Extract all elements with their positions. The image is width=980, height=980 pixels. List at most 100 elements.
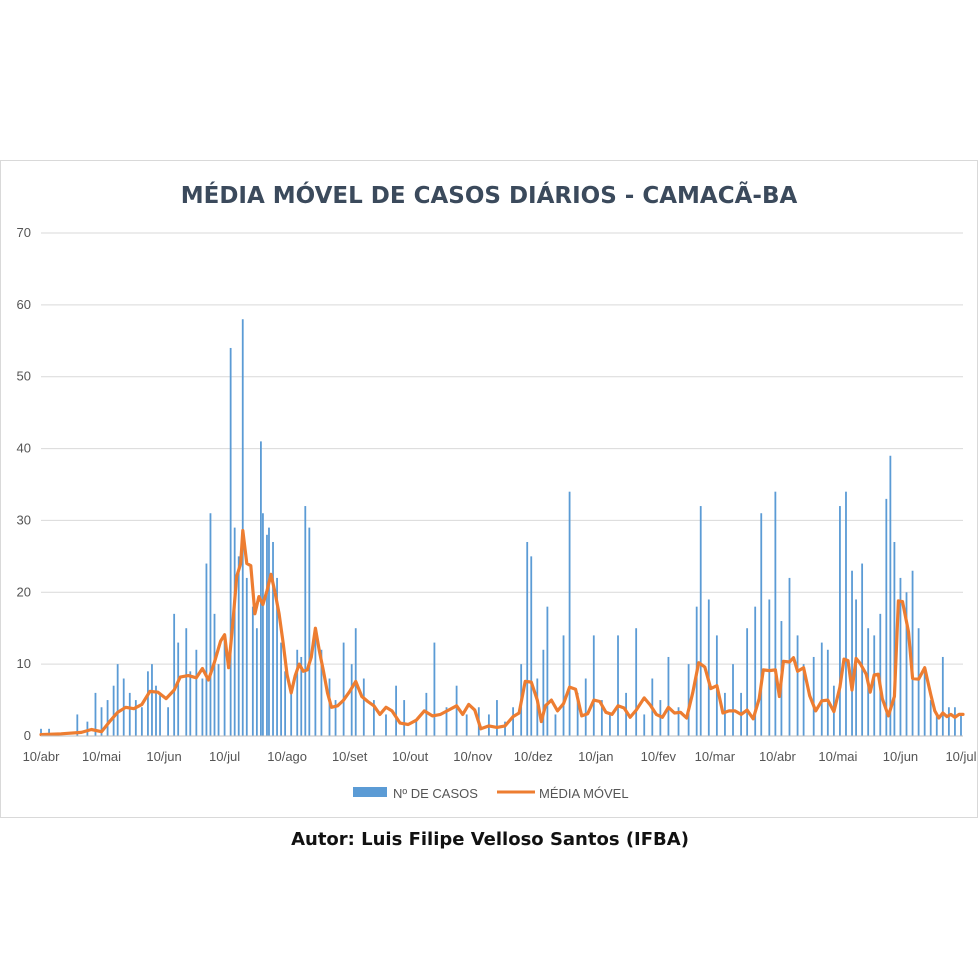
bar	[223, 635, 226, 736]
bar	[960, 714, 962, 736]
legend-label-line: MÉDIA MÓVEL	[539, 786, 629, 801]
y-axis-ticks: 0 10 20 30 40 50 60 70	[17, 225, 31, 743]
bar	[304, 506, 307, 736]
bar	[576, 692, 579, 736]
bar	[568, 491, 571, 736]
bar	[947, 707, 950, 736]
legend-bar-swatch	[353, 787, 387, 797]
y-tick-label: 40	[17, 441, 31, 456]
bar	[266, 534, 268, 736]
bar	[546, 606, 549, 736]
legend: Nº DE CASOS MÉDIA MÓVEL	[353, 786, 629, 801]
x-tick-label: 10/jun	[883, 749, 918, 764]
bar	[774, 491, 777, 736]
y-tick-label: 0	[24, 728, 31, 743]
bar	[861, 563, 864, 736]
bar	[195, 649, 198, 736]
bar	[465, 714, 468, 736]
bar	[100, 707, 103, 736]
bar	[106, 700, 109, 736]
bar	[592, 635, 595, 736]
x-tick-label: 10/jun	[146, 749, 181, 764]
bar	[504, 721, 506, 736]
bar	[954, 707, 956, 736]
x-tick-label: 10/ago	[267, 749, 307, 764]
bar	[155, 685, 157, 736]
x-tick-label: 10/mai	[818, 749, 857, 764]
bar	[260, 441, 262, 736]
bar	[112, 685, 115, 736]
bar	[300, 656, 303, 736]
bar	[167, 707, 170, 736]
bar	[839, 506, 841, 736]
bar	[241, 319, 244, 736]
bar	[893, 541, 896, 736]
bar	[296, 649, 299, 736]
bar	[554, 714, 557, 736]
bar	[48, 728, 50, 736]
bar	[542, 649, 545, 736]
bar	[584, 678, 587, 736]
legend-item-line: MÉDIA MÓVEL	[497, 786, 629, 801]
bar	[768, 599, 771, 736]
bar-series	[40, 319, 962, 736]
bar	[496, 700, 498, 736]
bar	[667, 656, 670, 736]
bar	[455, 685, 458, 736]
bar	[445, 707, 448, 736]
bar	[643, 714, 646, 736]
bar	[788, 577, 791, 736]
bar	[147, 671, 149, 736]
bar	[851, 570, 853, 736]
bar	[885, 498, 888, 736]
y-tick-label: 50	[17, 369, 31, 384]
bar	[802, 664, 805, 736]
bar	[177, 642, 180, 736]
chart-svg: MÉDIA MÓVEL DE CASOS DIÁRIOS - CAMACÃ-BA…	[17, 181, 977, 801]
x-tick-label: 10/set	[332, 749, 368, 764]
bar	[308, 527, 311, 736]
bar	[403, 700, 406, 736]
y-tick-label: 30	[17, 512, 31, 527]
bar	[201, 678, 204, 736]
grid-lines	[41, 232, 963, 665]
bar	[812, 656, 815, 736]
author-caption: Autor: Luis Filipe Velloso Santos (IFBA)	[291, 829, 689, 850]
bar	[86, 721, 89, 736]
bar	[562, 635, 565, 736]
bar	[116, 664, 119, 736]
bar	[699, 506, 702, 736]
bar	[826, 649, 829, 736]
x-tick-label: 10/mai	[82, 749, 121, 764]
bar	[415, 721, 418, 736]
bar	[899, 577, 902, 736]
bar	[873, 635, 876, 736]
bar	[217, 664, 220, 736]
x-tick-label: 10/nov	[453, 749, 493, 764]
bar	[76, 714, 79, 736]
bar	[433, 642, 436, 736]
bar	[796, 635, 799, 736]
y-tick-label: 70	[17, 225, 31, 240]
bar	[687, 664, 690, 736]
bar	[255, 628, 258, 736]
bar	[362, 678, 365, 736]
bar	[209, 513, 212, 736]
bar	[262, 513, 264, 736]
x-tick-label: 10/abr	[23, 749, 61, 764]
bar	[929, 700, 932, 736]
bar	[272, 541, 274, 736]
bar	[425, 692, 428, 736]
bar	[128, 692, 131, 736]
y-tick-label: 10	[17, 656, 31, 671]
bar	[372, 700, 375, 736]
bar	[530, 556, 533, 736]
y-tick-label: 60	[17, 297, 31, 312]
chart-title: MÉDIA MÓVEL DE CASOS DIÁRIOS - CAMACÃ-BA	[181, 181, 798, 209]
bar	[185, 628, 188, 736]
bar	[173, 613, 176, 736]
bar	[635, 628, 638, 736]
bar	[754, 606, 757, 736]
bar	[276, 577, 278, 736]
legend-label-bars: Nº DE CASOS	[393, 786, 478, 801]
